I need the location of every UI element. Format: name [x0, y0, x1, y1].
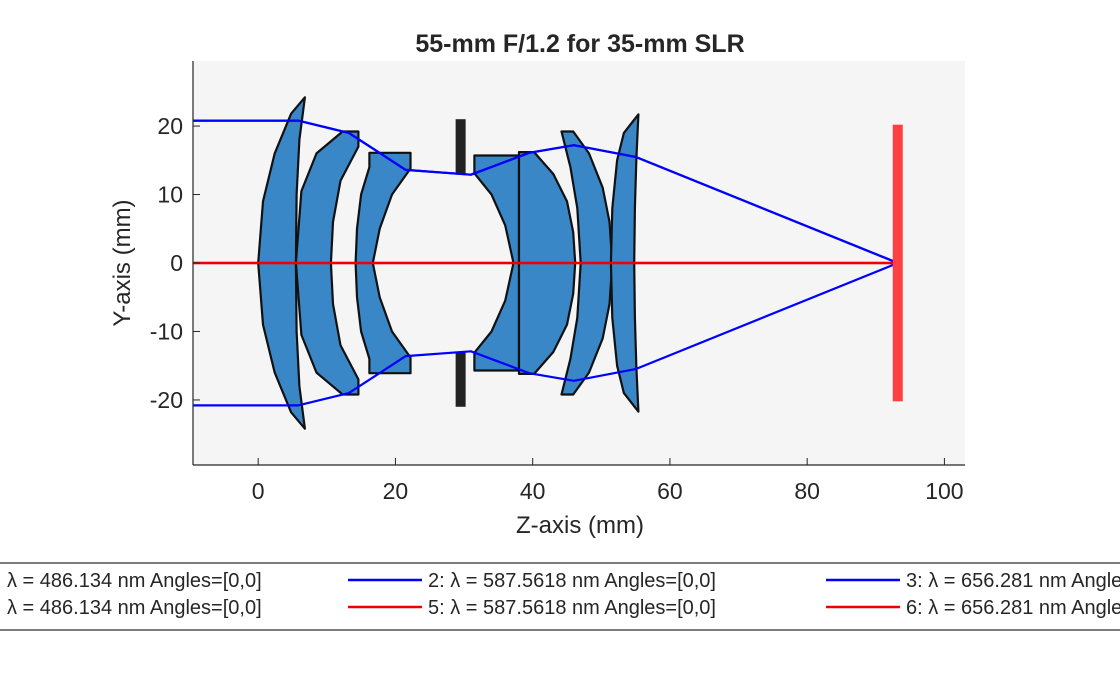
ray-traces — [193, 119, 899, 407]
ray-series-3 — [193, 261, 899, 407]
legend-entry: λ = 486.134 nm Angles=[0,0] — [7, 570, 262, 592]
y-tick-label: -10 — [150, 318, 183, 344]
x-tick-label: 100 — [925, 478, 963, 504]
aperture-stop — [455, 119, 466, 407]
image-plane — [892, 124, 903, 402]
y-tick-label: 0 — [170, 250, 183, 276]
y-tick-label: -20 — [150, 387, 183, 413]
x-tick-label: 60 — [657, 478, 683, 504]
ray-series-1 — [193, 119, 899, 265]
x-tick-label: 80 — [794, 478, 820, 504]
y-axis-label: Y-axis (mm) — [109, 199, 136, 326]
legend-entry: 6: λ = 656.281 nm Angles=[0,0] — [906, 597, 1120, 619]
chart-title: 55-mm F/1.2 for 35-mm SLR — [415, 30, 744, 58]
image-plane-group — [892, 124, 903, 402]
x-axis-label: Z-axis (mm) — [516, 512, 644, 539]
x-tick-label: 40 — [520, 478, 546, 504]
legend-entry: 2: λ = 587.5618 nm Angles=[0,0] — [428, 570, 716, 592]
legend: λ = 486.134 nm Angles=[0,0] 2: λ = 587.56… — [0, 562, 1120, 631]
x-tick-label: 0 — [252, 478, 265, 504]
y-tick-label: 10 — [157, 182, 183, 208]
x-tick-label: 20 — [383, 478, 409, 504]
legend-entry: 5: λ = 587.5618 nm Angles=[0,0] — [428, 597, 716, 619]
legend-entry: λ = 486.134 nm Angles=[0,0] — [7, 597, 262, 619]
aperture-stop-upper — [455, 119, 466, 174]
legend-box — [0, 562, 1120, 631]
aperture-stop-lower — [455, 352, 466, 407]
legend-entry: 3: λ = 656.281 nm Angles=[0,0] — [906, 570, 1120, 592]
y-tick-label: 20 — [157, 113, 183, 139]
element-3 — [354, 151, 412, 375]
